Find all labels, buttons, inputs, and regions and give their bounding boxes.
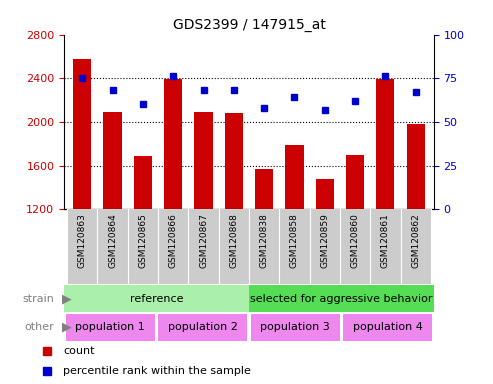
- Bar: [285, 145, 304, 209]
- Text: reference: reference: [130, 293, 183, 304]
- Text: GSM120861: GSM120861: [381, 213, 390, 268]
- Text: other: other: [25, 322, 54, 333]
- Text: GSM120858: GSM120858: [290, 213, 299, 268]
- Bar: [255, 169, 273, 209]
- Text: GSM120866: GSM120866: [169, 213, 177, 268]
- Bar: [64, 285, 249, 313]
- Bar: [73, 59, 91, 209]
- Bar: [249, 285, 434, 313]
- Text: GSM120862: GSM120862: [411, 213, 420, 268]
- Text: GSM120867: GSM120867: [199, 213, 208, 268]
- Bar: [343, 313, 432, 341]
- Text: population 3: population 3: [260, 322, 330, 333]
- Bar: [249, 209, 279, 284]
- Bar: [400, 209, 431, 284]
- Text: GSM120838: GSM120838: [260, 213, 269, 268]
- Bar: [128, 209, 158, 284]
- Text: population 4: population 4: [352, 322, 423, 333]
- Text: GSM120859: GSM120859: [320, 213, 329, 268]
- Text: population 1: population 1: [75, 322, 145, 333]
- Bar: [98, 209, 128, 284]
- Text: count: count: [63, 346, 95, 356]
- Text: GSM120865: GSM120865: [139, 213, 147, 268]
- Bar: [67, 209, 98, 284]
- Bar: [158, 209, 188, 284]
- Bar: [219, 209, 249, 284]
- Bar: [250, 313, 340, 341]
- Bar: [340, 209, 370, 284]
- Bar: [188, 209, 219, 284]
- Bar: [376, 79, 394, 209]
- Bar: [104, 112, 122, 209]
- Bar: [279, 209, 310, 284]
- Bar: [346, 155, 364, 209]
- Bar: [134, 156, 152, 209]
- Text: ▶: ▶: [62, 321, 71, 334]
- Bar: [310, 209, 340, 284]
- Bar: [316, 179, 334, 209]
- Text: strain: strain: [22, 293, 54, 304]
- Bar: [407, 124, 425, 209]
- Title: GDS2399 / 147915_at: GDS2399 / 147915_at: [173, 18, 325, 32]
- Text: GSM120864: GSM120864: [108, 213, 117, 268]
- Bar: [158, 313, 247, 341]
- Bar: [225, 113, 243, 209]
- Text: percentile rank within the sample: percentile rank within the sample: [63, 366, 251, 376]
- Text: ▶: ▶: [62, 292, 71, 305]
- Text: GSM120868: GSM120868: [229, 213, 238, 268]
- Text: population 2: population 2: [168, 322, 238, 333]
- Bar: [370, 209, 400, 284]
- Text: GSM120863: GSM120863: [78, 213, 87, 268]
- Bar: [66, 313, 155, 341]
- Bar: [164, 79, 182, 209]
- Bar: [194, 112, 212, 209]
- Text: GSM120860: GSM120860: [351, 213, 359, 268]
- Text: selected for aggressive behavior: selected for aggressive behavior: [250, 293, 433, 304]
